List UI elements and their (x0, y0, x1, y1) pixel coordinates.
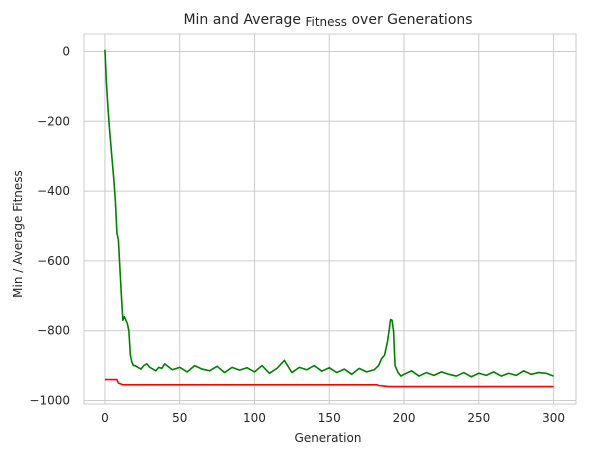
y-tick-label: −800 (37, 324, 70, 338)
min-fitness-line (104, 378, 554, 388)
series (104, 49, 554, 388)
y-tick-label: −400 (37, 184, 70, 198)
y-tick-label: −1000 (29, 394, 70, 408)
grid (84, 34, 576, 404)
x-tick-label: 300 (542, 411, 565, 425)
x-tick-label: 150 (318, 411, 341, 425)
x-axis-label: Generation (295, 431, 362, 445)
plot-border (83, 33, 577, 405)
tick-labels: 0 50 100 150 200 250 300 0 −200 −400 −600 −800 −1000 (29, 44, 565, 425)
y-tick-label: −200 (37, 114, 70, 128)
chart-title-part-2: Fitness (305, 15, 347, 29)
x-tick-label: 100 (243, 411, 266, 425)
plot-frame (83, 33, 577, 405)
chart-title-part-1: Min and Average (183, 12, 301, 28)
chart-title-part-3: over Generations (351, 12, 472, 28)
x-tick-label: 200 (393, 411, 416, 425)
x-tick-label: 0 (101, 411, 109, 425)
average-fitness-line (104, 49, 554, 378)
y-tick-label: −600 (37, 254, 70, 268)
x-tick-label: 250 (467, 411, 490, 425)
y-tick-label: 0 (62, 44, 70, 58)
chart-title: Min and Average Fitness over Generations (183, 12, 472, 30)
y-axis-label: Min / Average Fitness (11, 170, 25, 298)
x-tick-label: 50 (172, 411, 187, 425)
